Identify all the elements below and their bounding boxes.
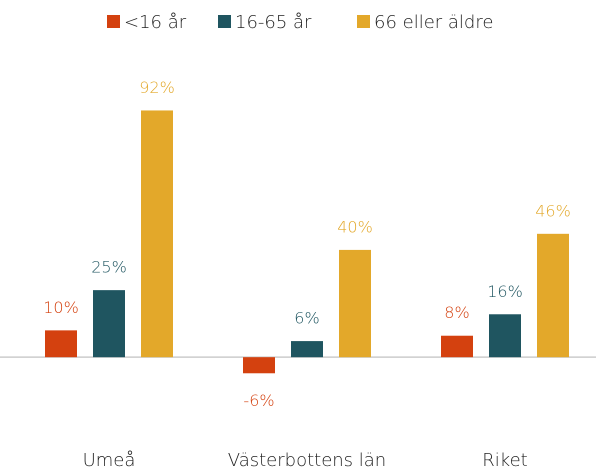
legend-swatch <box>107 15 120 28</box>
legend-label: 66 eller äldre <box>374 12 493 33</box>
bar <box>93 290 125 358</box>
x-tick-label: Riket <box>482 450 527 470</box>
bar <box>489 314 521 358</box>
legend-swatch <box>218 15 231 28</box>
legend-swatch <box>357 15 370 28</box>
x-tick-label: Umeå <box>83 450 136 470</box>
bar <box>537 233 569 358</box>
bar <box>243 357 275 374</box>
bar <box>141 110 173 358</box>
bar <box>339 249 371 358</box>
data-label: -6% <box>243 391 274 410</box>
bar <box>441 335 473 358</box>
data-label: 16% <box>487 282 523 301</box>
bar <box>45 330 77 358</box>
legend-label: 16-65 år <box>235 12 312 33</box>
legend-label: <16 år <box>124 12 187 33</box>
bar <box>291 341 323 358</box>
data-label: 92% <box>139 78 175 97</box>
x-tick-label: Västerbottens län <box>228 450 386 470</box>
data-label: 10% <box>43 298 79 317</box>
data-label: 6% <box>294 309 319 328</box>
data-label: 25% <box>91 258 127 277</box>
data-label: 40% <box>337 217 373 236</box>
data-label: 46% <box>535 201 571 220</box>
data-label: 8% <box>444 303 469 322</box>
